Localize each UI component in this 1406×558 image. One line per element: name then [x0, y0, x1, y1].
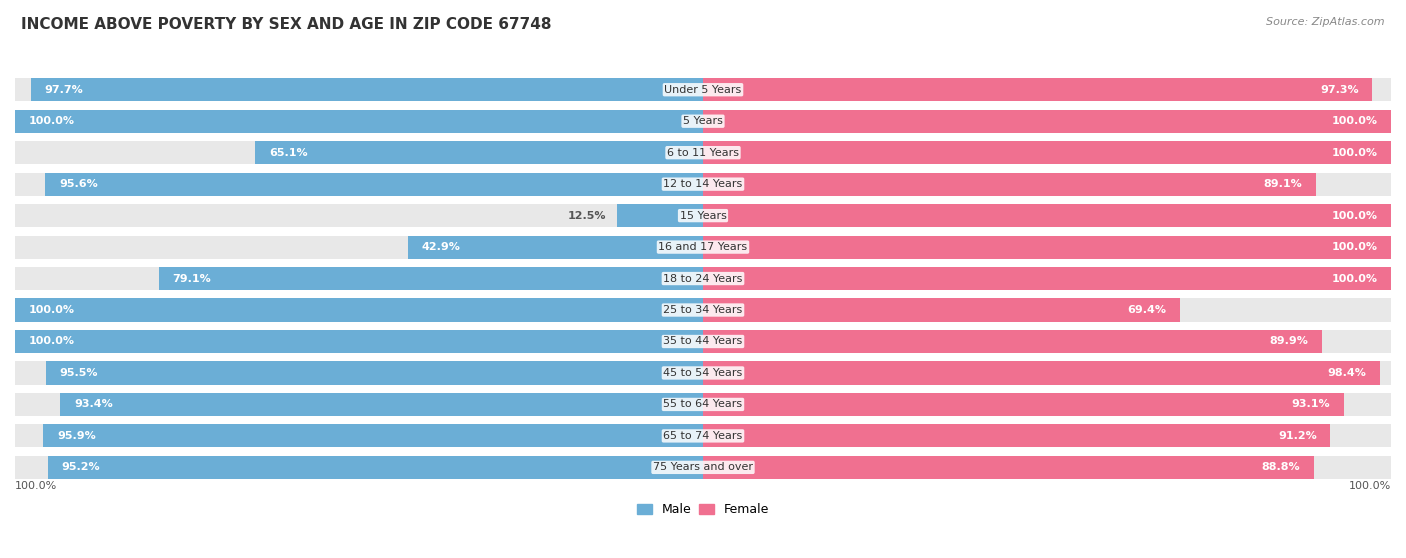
Bar [703, 110, 1391, 133]
Text: 15 Years: 15 Years [679, 210, 727, 220]
Text: 75 Years and over: 75 Years and over [652, 463, 754, 473]
Bar [703, 141, 1391, 164]
Text: 65 to 74 Years: 65 to 74 Years [664, 431, 742, 441]
Text: 95.9%: 95.9% [58, 431, 96, 441]
Bar [15, 78, 703, 101]
Bar [15, 330, 703, 353]
Text: 100.0%: 100.0% [1331, 148, 1378, 158]
Text: 98.4%: 98.4% [1327, 368, 1367, 378]
Text: 89.1%: 89.1% [1264, 179, 1302, 189]
Bar [703, 267, 1391, 290]
Bar [703, 425, 1391, 448]
Bar [703, 172, 1316, 196]
Bar [15, 110, 703, 133]
Bar [703, 456, 1315, 479]
Bar [15, 456, 703, 479]
Bar [15, 299, 703, 321]
Bar [15, 425, 703, 448]
Bar [15, 110, 703, 133]
Text: 95.2%: 95.2% [62, 463, 100, 473]
Bar [15, 204, 703, 227]
Bar [48, 456, 703, 479]
Text: 93.4%: 93.4% [75, 400, 112, 410]
Bar [159, 267, 703, 290]
Bar [15, 362, 703, 384]
Text: 100.0%: 100.0% [1331, 210, 1378, 220]
Text: 25 to 34 Years: 25 to 34 Years [664, 305, 742, 315]
Text: 16 and 17 Years: 16 and 17 Years [658, 242, 748, 252]
Text: Under 5 Years: Under 5 Years [665, 85, 741, 95]
Bar [703, 235, 1391, 258]
Bar [703, 110, 1391, 133]
Text: 12 to 14 Years: 12 to 14 Years [664, 179, 742, 189]
Text: 100.0%: 100.0% [28, 336, 75, 347]
Text: 69.4%: 69.4% [1128, 305, 1167, 315]
Text: 12.5%: 12.5% [568, 210, 606, 220]
Bar [15, 330, 703, 353]
Text: 100.0%: 100.0% [15, 481, 58, 491]
Text: 97.3%: 97.3% [1320, 85, 1358, 95]
Bar [15, 235, 703, 258]
Bar [617, 204, 703, 227]
Text: 35 to 44 Years: 35 to 44 Years [664, 336, 742, 347]
Bar [15, 267, 703, 290]
Text: 100.0%: 100.0% [28, 116, 75, 126]
Bar [15, 172, 703, 196]
Bar [703, 235, 1391, 258]
Bar [15, 299, 703, 321]
Text: 100.0%: 100.0% [1331, 116, 1378, 126]
Text: 45 to 54 Years: 45 to 54 Years [664, 368, 742, 378]
Text: 100.0%: 100.0% [1331, 242, 1378, 252]
Bar [703, 456, 1391, 479]
Text: 91.2%: 91.2% [1278, 431, 1316, 441]
Bar [703, 425, 1330, 448]
Text: 97.7%: 97.7% [45, 85, 83, 95]
Bar [703, 330, 1391, 353]
Bar [44, 425, 703, 448]
Bar [703, 141, 1391, 164]
Bar [703, 267, 1391, 290]
Bar [703, 330, 1322, 353]
Text: 65.1%: 65.1% [269, 148, 308, 158]
Bar [703, 393, 1391, 416]
Bar [703, 172, 1391, 196]
Bar [15, 393, 703, 416]
Bar [703, 299, 1181, 321]
Bar [46, 362, 703, 384]
Text: 93.1%: 93.1% [1291, 400, 1330, 410]
Bar [408, 235, 703, 258]
Text: 100.0%: 100.0% [1331, 273, 1378, 283]
Bar [703, 393, 1344, 416]
Bar [31, 78, 703, 101]
Bar [703, 78, 1391, 101]
Text: INCOME ABOVE POVERTY BY SEX AND AGE IN ZIP CODE 67748: INCOME ABOVE POVERTY BY SEX AND AGE IN Z… [21, 17, 551, 32]
Bar [703, 299, 1391, 321]
Text: 95.6%: 95.6% [59, 179, 98, 189]
Text: 18 to 24 Years: 18 to 24 Years [664, 273, 742, 283]
Text: Source: ZipAtlas.com: Source: ZipAtlas.com [1267, 17, 1385, 27]
Legend: Male, Female: Male, Female [631, 498, 775, 521]
Bar [703, 362, 1381, 384]
Text: 100.0%: 100.0% [1348, 481, 1391, 491]
Bar [45, 172, 703, 196]
Bar [703, 78, 1372, 101]
Bar [254, 141, 703, 164]
Text: 95.5%: 95.5% [59, 368, 98, 378]
Text: 5 Years: 5 Years [683, 116, 723, 126]
Bar [703, 204, 1391, 227]
Bar [15, 141, 703, 164]
Text: 42.9%: 42.9% [422, 242, 461, 252]
Text: 79.1%: 79.1% [173, 273, 211, 283]
Text: 55 to 64 Years: 55 to 64 Years [664, 400, 742, 410]
Bar [60, 393, 703, 416]
Text: 89.9%: 89.9% [1268, 336, 1308, 347]
Text: 6 to 11 Years: 6 to 11 Years [666, 148, 740, 158]
Text: 88.8%: 88.8% [1261, 463, 1301, 473]
Text: 100.0%: 100.0% [28, 305, 75, 315]
Bar [703, 362, 1391, 384]
Bar [703, 204, 1391, 227]
